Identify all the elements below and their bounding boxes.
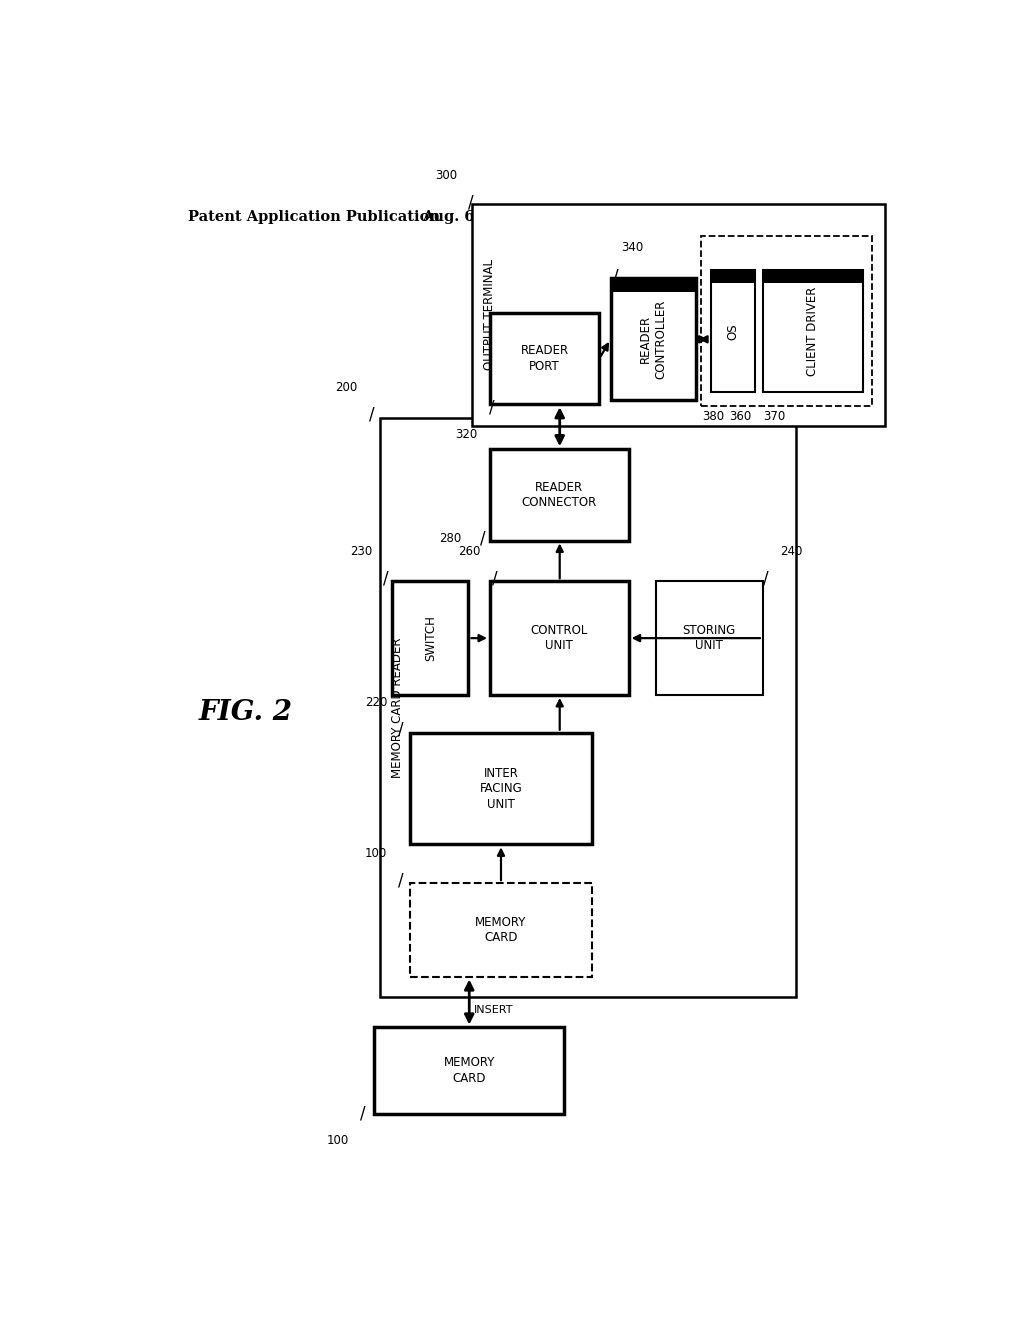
Text: /: / — [398, 721, 403, 739]
Text: Sheet 2 of 4: Sheet 2 of 4 — [537, 210, 635, 224]
Text: FIG. 2: FIG. 2 — [199, 698, 293, 726]
Bar — [489, 581, 629, 696]
Text: STORING
UNIT: STORING UNIT — [683, 624, 736, 652]
Bar — [763, 271, 863, 392]
Text: 240: 240 — [780, 545, 803, 558]
Text: /: / — [613, 268, 618, 285]
Text: READER
CONNECTOR: READER CONNECTOR — [521, 480, 597, 510]
Bar — [655, 581, 763, 696]
Text: INTER
FACING
UNIT: INTER FACING UNIT — [479, 767, 522, 810]
Text: CLIENT DRIVER: CLIENT DRIVER — [806, 286, 819, 376]
Bar — [711, 271, 755, 392]
Text: SWITCH: SWITCH — [424, 615, 437, 661]
Text: 220: 220 — [365, 697, 387, 709]
Text: MEMORY CARD READER: MEMORY CARD READER — [390, 638, 403, 777]
Bar — [610, 279, 696, 400]
Bar — [374, 1027, 564, 1114]
Text: 340: 340 — [622, 242, 643, 253]
Text: /: / — [492, 569, 498, 587]
Text: OS: OS — [726, 323, 739, 339]
Text: 280: 280 — [439, 532, 462, 545]
Text: /: / — [369, 405, 375, 424]
Text: MEMORY
CARD: MEMORY CARD — [475, 916, 526, 944]
Bar — [489, 449, 629, 541]
Text: /: / — [480, 529, 485, 548]
Text: 260: 260 — [459, 545, 480, 558]
Text: INSERT: INSERT — [474, 1005, 513, 1015]
Text: /: / — [468, 193, 474, 211]
Bar — [472, 205, 885, 426]
Text: 380: 380 — [702, 411, 725, 424]
Text: /: / — [360, 1105, 366, 1123]
Text: /: / — [398, 871, 403, 890]
Text: /: / — [383, 569, 389, 587]
Bar — [380, 417, 797, 997]
Bar — [610, 279, 696, 292]
Bar — [763, 271, 863, 284]
Text: 100: 100 — [327, 1134, 349, 1147]
Bar — [410, 883, 592, 977]
Text: 300: 300 — [435, 169, 457, 182]
Text: CONTROL
UNIT: CONTROL UNIT — [530, 624, 588, 652]
Bar — [489, 313, 599, 404]
Text: US 2009/0198747 A1: US 2009/0198747 A1 — [684, 210, 855, 224]
Bar — [392, 581, 468, 696]
Text: OUTPUT TERMINAL: OUTPUT TERMINAL — [482, 260, 496, 371]
Text: Patent Application Publication: Patent Application Publication — [187, 210, 439, 224]
Bar — [711, 271, 755, 284]
Text: 200: 200 — [336, 381, 357, 395]
Text: 370: 370 — [763, 411, 785, 424]
Text: 100: 100 — [365, 847, 387, 859]
Text: 360: 360 — [729, 411, 752, 424]
Text: Aug. 6, 2009: Aug. 6, 2009 — [422, 210, 524, 224]
Bar — [410, 733, 592, 845]
Bar — [701, 236, 872, 407]
Text: 320: 320 — [456, 428, 477, 441]
Text: /: / — [763, 569, 769, 587]
Text: /: / — [488, 399, 495, 416]
Text: MEMORY
CARD: MEMORY CARD — [443, 1056, 495, 1085]
Text: READER
CONTROLLER: READER CONTROLLER — [639, 300, 668, 379]
Text: READER
PORT: READER PORT — [520, 345, 568, 372]
Text: 230: 230 — [350, 545, 372, 558]
